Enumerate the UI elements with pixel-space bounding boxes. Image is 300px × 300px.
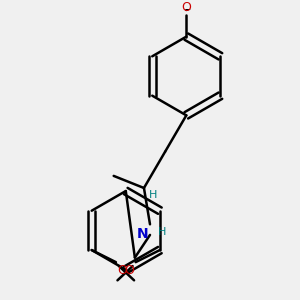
Text: O: O bbox=[117, 264, 127, 277]
Text: O: O bbox=[124, 264, 134, 277]
Text: H: H bbox=[148, 190, 157, 200]
Text: O: O bbox=[182, 1, 191, 14]
Text: N: N bbox=[136, 227, 148, 241]
Text: H: H bbox=[158, 227, 166, 237]
